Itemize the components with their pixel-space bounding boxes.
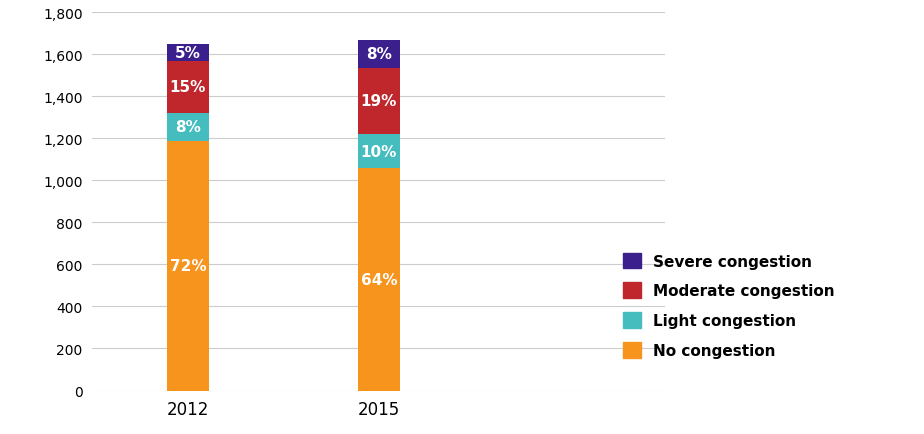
Text: 64%: 64%	[360, 273, 397, 287]
Bar	[167, 45, 209, 62]
Text: 10%: 10%	[360, 144, 397, 159]
Text: 8%: 8%	[175, 120, 201, 135]
Bar	[358, 41, 400, 69]
Bar	[358, 135, 400, 169]
Bar	[167, 114, 209, 141]
Bar	[358, 69, 400, 135]
Legend: Severe congestion, Moderate congestion, Light congestion, No congestion: Severe congestion, Moderate congestion, …	[616, 247, 841, 364]
Text: 15%: 15%	[170, 80, 206, 95]
Text: 5%: 5%	[175, 46, 201, 61]
Text: 8%: 8%	[366, 47, 392, 62]
Bar	[167, 141, 209, 391]
Text: 19%: 19%	[360, 94, 397, 109]
Text: 72%: 72%	[170, 259, 206, 273]
Bar	[358, 169, 400, 391]
Bar	[167, 62, 209, 114]
